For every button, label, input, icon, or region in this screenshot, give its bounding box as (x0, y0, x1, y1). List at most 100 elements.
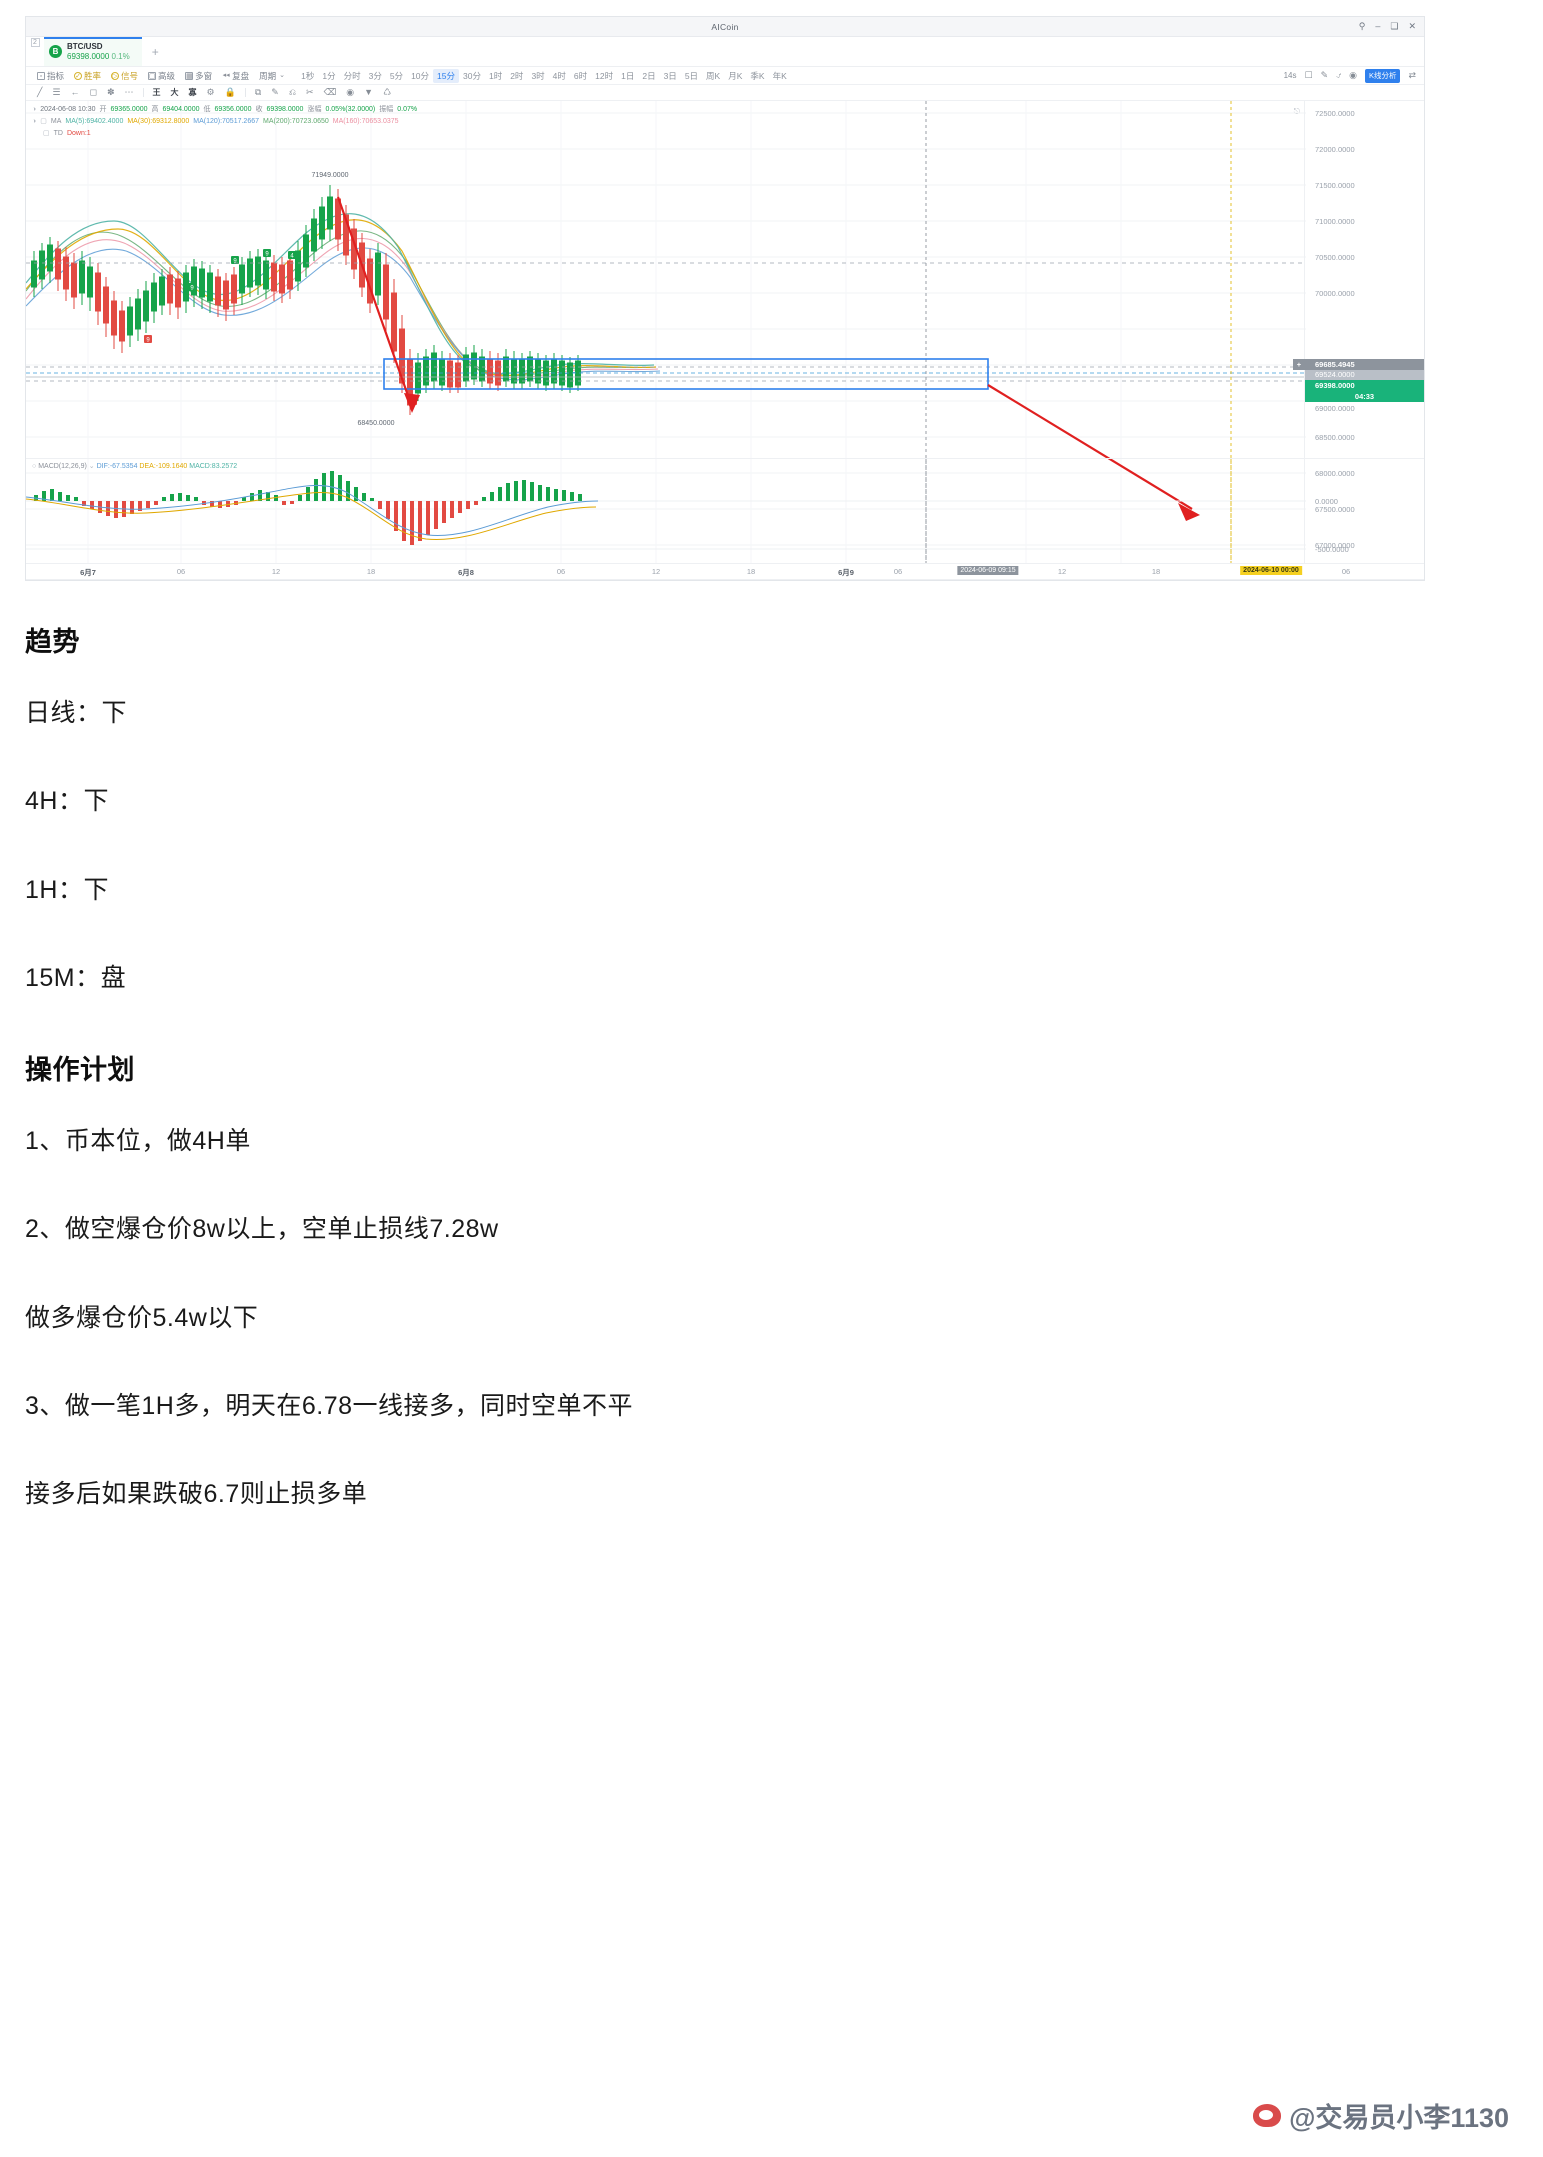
timeframe-4h[interactable]: 4时 (552, 70, 566, 81)
macd-tick-neg: -500.0000 (1315, 545, 1349, 554)
legend-td-value: Down:1 (66, 130, 91, 137)
timeframe-3m[interactable]: 3分 (368, 70, 382, 81)
timeframe-monthly[interactable]: 月K (728, 70, 743, 81)
ruler-icon[interactable]: ✂ (306, 87, 314, 97)
arrow-icon[interactable]: ← (70, 87, 80, 97)
magnet-icon[interactable]: ⚙ (206, 87, 215, 97)
indicator-icon: ▫ (37, 71, 45, 80)
timeframe-10m[interactable]: 10分 (411, 70, 430, 81)
camera-icon[interactable]: ☐ (1304, 70, 1313, 80)
lock-icon[interactable]: 🔒 (224, 87, 236, 97)
timeframe-1h[interactable]: 1时 (488, 70, 503, 81)
price-plot[interactable]: 9 9 4 9 9 9 71949.0000 68450.0000 (26, 101, 1306, 563)
macd-dif: DIF:-67.5354 (96, 463, 138, 470)
add-tab-button[interactable]: + (151, 44, 159, 59)
svg-text:9: 9 (190, 286, 194, 292)
legend-td-name: TD (53, 130, 63, 137)
copy-icon[interactable]: ⧉ (254, 87, 262, 97)
text-tool-gua[interactable]: 寡 (188, 87, 197, 97)
timeframe-1m[interactable]: 1分 (322, 70, 336, 81)
toolbar-winrate[interactable]: ✓ 胜率 (74, 70, 102, 81)
timeframe-quarterly[interactable]: 季K (750, 70, 765, 81)
pencil-icon[interactable]: ✎ (1320, 70, 1329, 80)
chart-legend: ◑ 2024-06-08 10:30 开 69365.0000 高 69404.… (32, 104, 417, 140)
toolbar-advanced[interactable]: ▢ 高级 (148, 70, 176, 81)
watermark-text: @交易员小李1130 (1289, 2103, 1509, 2133)
macd-chevron-icon[interactable]: ⌄ (88, 463, 95, 470)
timeframe-5m[interactable]: 5分 (389, 70, 404, 81)
alarm-icon-ma[interactable]: ▢ (40, 118, 47, 125)
alarm-icon-td[interactable]: ▢ (43, 130, 50, 137)
horizontal-lines-icon[interactable]: ☰ (52, 87, 61, 97)
svg-text:4: 4 (290, 254, 294, 260)
chart-canvas-area[interactable]: ◑ 2024-06-08 10:30 开 69365.0000 高 69404.… (26, 101, 1424, 564)
time-axis[interactable]: 6月7 06 12 18 6月8 06 12 18 6月9 06 2024-06… (26, 563, 1424, 579)
collapse-icon[interactable]: ◑ (32, 106, 37, 113)
macd-axis: 0.0000 -500.0000 (1304, 459, 1424, 563)
legend-close-label: 收 (255, 106, 263, 113)
timeframe-weekly[interactable]: 周K (706, 70, 721, 81)
legend-ma200: MA(200):70723.0650 (263, 118, 329, 125)
timeframe-yearly[interactable]: 年K (772, 70, 787, 81)
window-controls[interactable]: ⚲ – ❑ ✕ (1359, 22, 1424, 31)
line-icon[interactable]: ╱ (37, 87, 43, 97)
toolbar-signal[interactable]: ▷ 信号 (111, 70, 139, 81)
legend-ma120: MA(120):70517.2667 (193, 118, 260, 125)
text-tool-wang[interactable]: 王 (152, 87, 161, 97)
analysis-article: 趋势 日线：下 4H：下 1H：下 15M：盘 操作计划 1、币本位，做4H单 … (25, 620, 1425, 1564)
legend-close: 69398.0000 (266, 106, 304, 113)
timeframe-12h[interactable]: 12时 (595, 70, 614, 81)
time-tick: 6月7 (80, 568, 96, 577)
brush-icon[interactable]: ✽ (106, 87, 115, 97)
toolbar-indicator[interactable]: ▫ 指标 (32, 70, 69, 82)
timeframe-6h[interactable]: 6时 (573, 70, 588, 81)
macd-pane[interactable]: ○ MACD(12,26,9) ⌄ DIF:-67.5354 DEA:-109.… (26, 458, 1424, 564)
timeframe-1s[interactable]: 1秒 (301, 70, 315, 81)
plan-line-3: 做多爆仓价5.4w以下 (25, 1303, 259, 1332)
search-icon[interactable]: ⚲ (1358, 21, 1366, 31)
timeframe-1d[interactable]: 1日 (621, 70, 635, 81)
crosshair-price-label: + 69685.4945 (1293, 359, 1424, 370)
minimize-button[interactable]: – (1375, 21, 1381, 31)
text-tool-da[interactable]: 大 (170, 87, 179, 97)
plus-icon[interactable]: + (1293, 359, 1305, 370)
crop-icon[interactable]: ⍻ (1336, 70, 1342, 80)
bin-icon[interactable]: ♺ (383, 87, 392, 97)
window-title: AICoin (711, 21, 739, 32)
projection-arrow-line (987, 384, 1193, 510)
expand-chart-icon[interactable]: ⎋ (1293, 107, 1300, 116)
more-tools-icon[interactable]: ⋯ (124, 87, 134, 97)
settings-icon[interactable]: ◉ (1349, 70, 1357, 80)
toolbar-multiwindow[interactable]: ▦ 多窗 (185, 70, 213, 81)
maximize-button[interactable]: ❑ (1390, 21, 1399, 31)
kline-analysis-button[interactable]: K线分析 (1364, 68, 1401, 83)
symbol-tab-btcusd[interactable]: B BTC/USD 69398.0000 0.1% (44, 37, 142, 66)
toolbar-replay[interactable]: ◂◂ 复盘 (222, 70, 250, 81)
timeframe-2h[interactable]: 2时 (510, 70, 524, 81)
trend-daily: 日线：下 (25, 699, 128, 727)
timeframe-5d[interactable]: 5日 (684, 70, 699, 81)
draw-pencil-icon[interactable]: ✎ (271, 87, 279, 97)
eye-icon[interactable]: ◉ (346, 87, 355, 97)
price-axis[interactable]: 72500.0000 72000.0000 71500.0000 71000.0… (1293, 101, 1424, 563)
collapse-icon-ma[interactable]: ◑ (32, 118, 37, 125)
close-button[interactable]: ✕ (1408, 21, 1416, 31)
timeframe-15m[interactable]: 15分 (433, 68, 459, 83)
timeframe-tick[interactable]: 分时 (343, 70, 361, 81)
macd-alarm-icon[interactable]: ○ (32, 463, 37, 470)
rect-icon[interactable]: ◻ (89, 87, 97, 97)
signal-icon: ▷ (111, 71, 120, 80)
filter-icon[interactable]: ▼ (364, 87, 374, 97)
timeframe-3d[interactable]: 3日 (663, 70, 677, 81)
share-icon[interactable]: ⇄ (1408, 70, 1416, 80)
timeframe-30m[interactable]: 30分 (463, 70, 481, 81)
trash-icon[interactable]: ⌫ (323, 87, 337, 97)
eraser-icon[interactable]: ⎌ (288, 87, 297, 97)
toolbar-period[interactable]: 周期 ⌄ (259, 70, 286, 81)
price-chart-svg: 9 9 4 9 9 9 71949.0000 68450.0000 (26, 101, 1306, 563)
legend-amplitude: 0.07% (397, 106, 418, 113)
legend-open-label: 开 (99, 106, 107, 113)
macd-title: MACD(12,26,9) (38, 463, 87, 470)
timeframe-2d[interactable]: 2日 (642, 70, 656, 81)
timeframe-3h[interactable]: 3时 (531, 70, 545, 81)
